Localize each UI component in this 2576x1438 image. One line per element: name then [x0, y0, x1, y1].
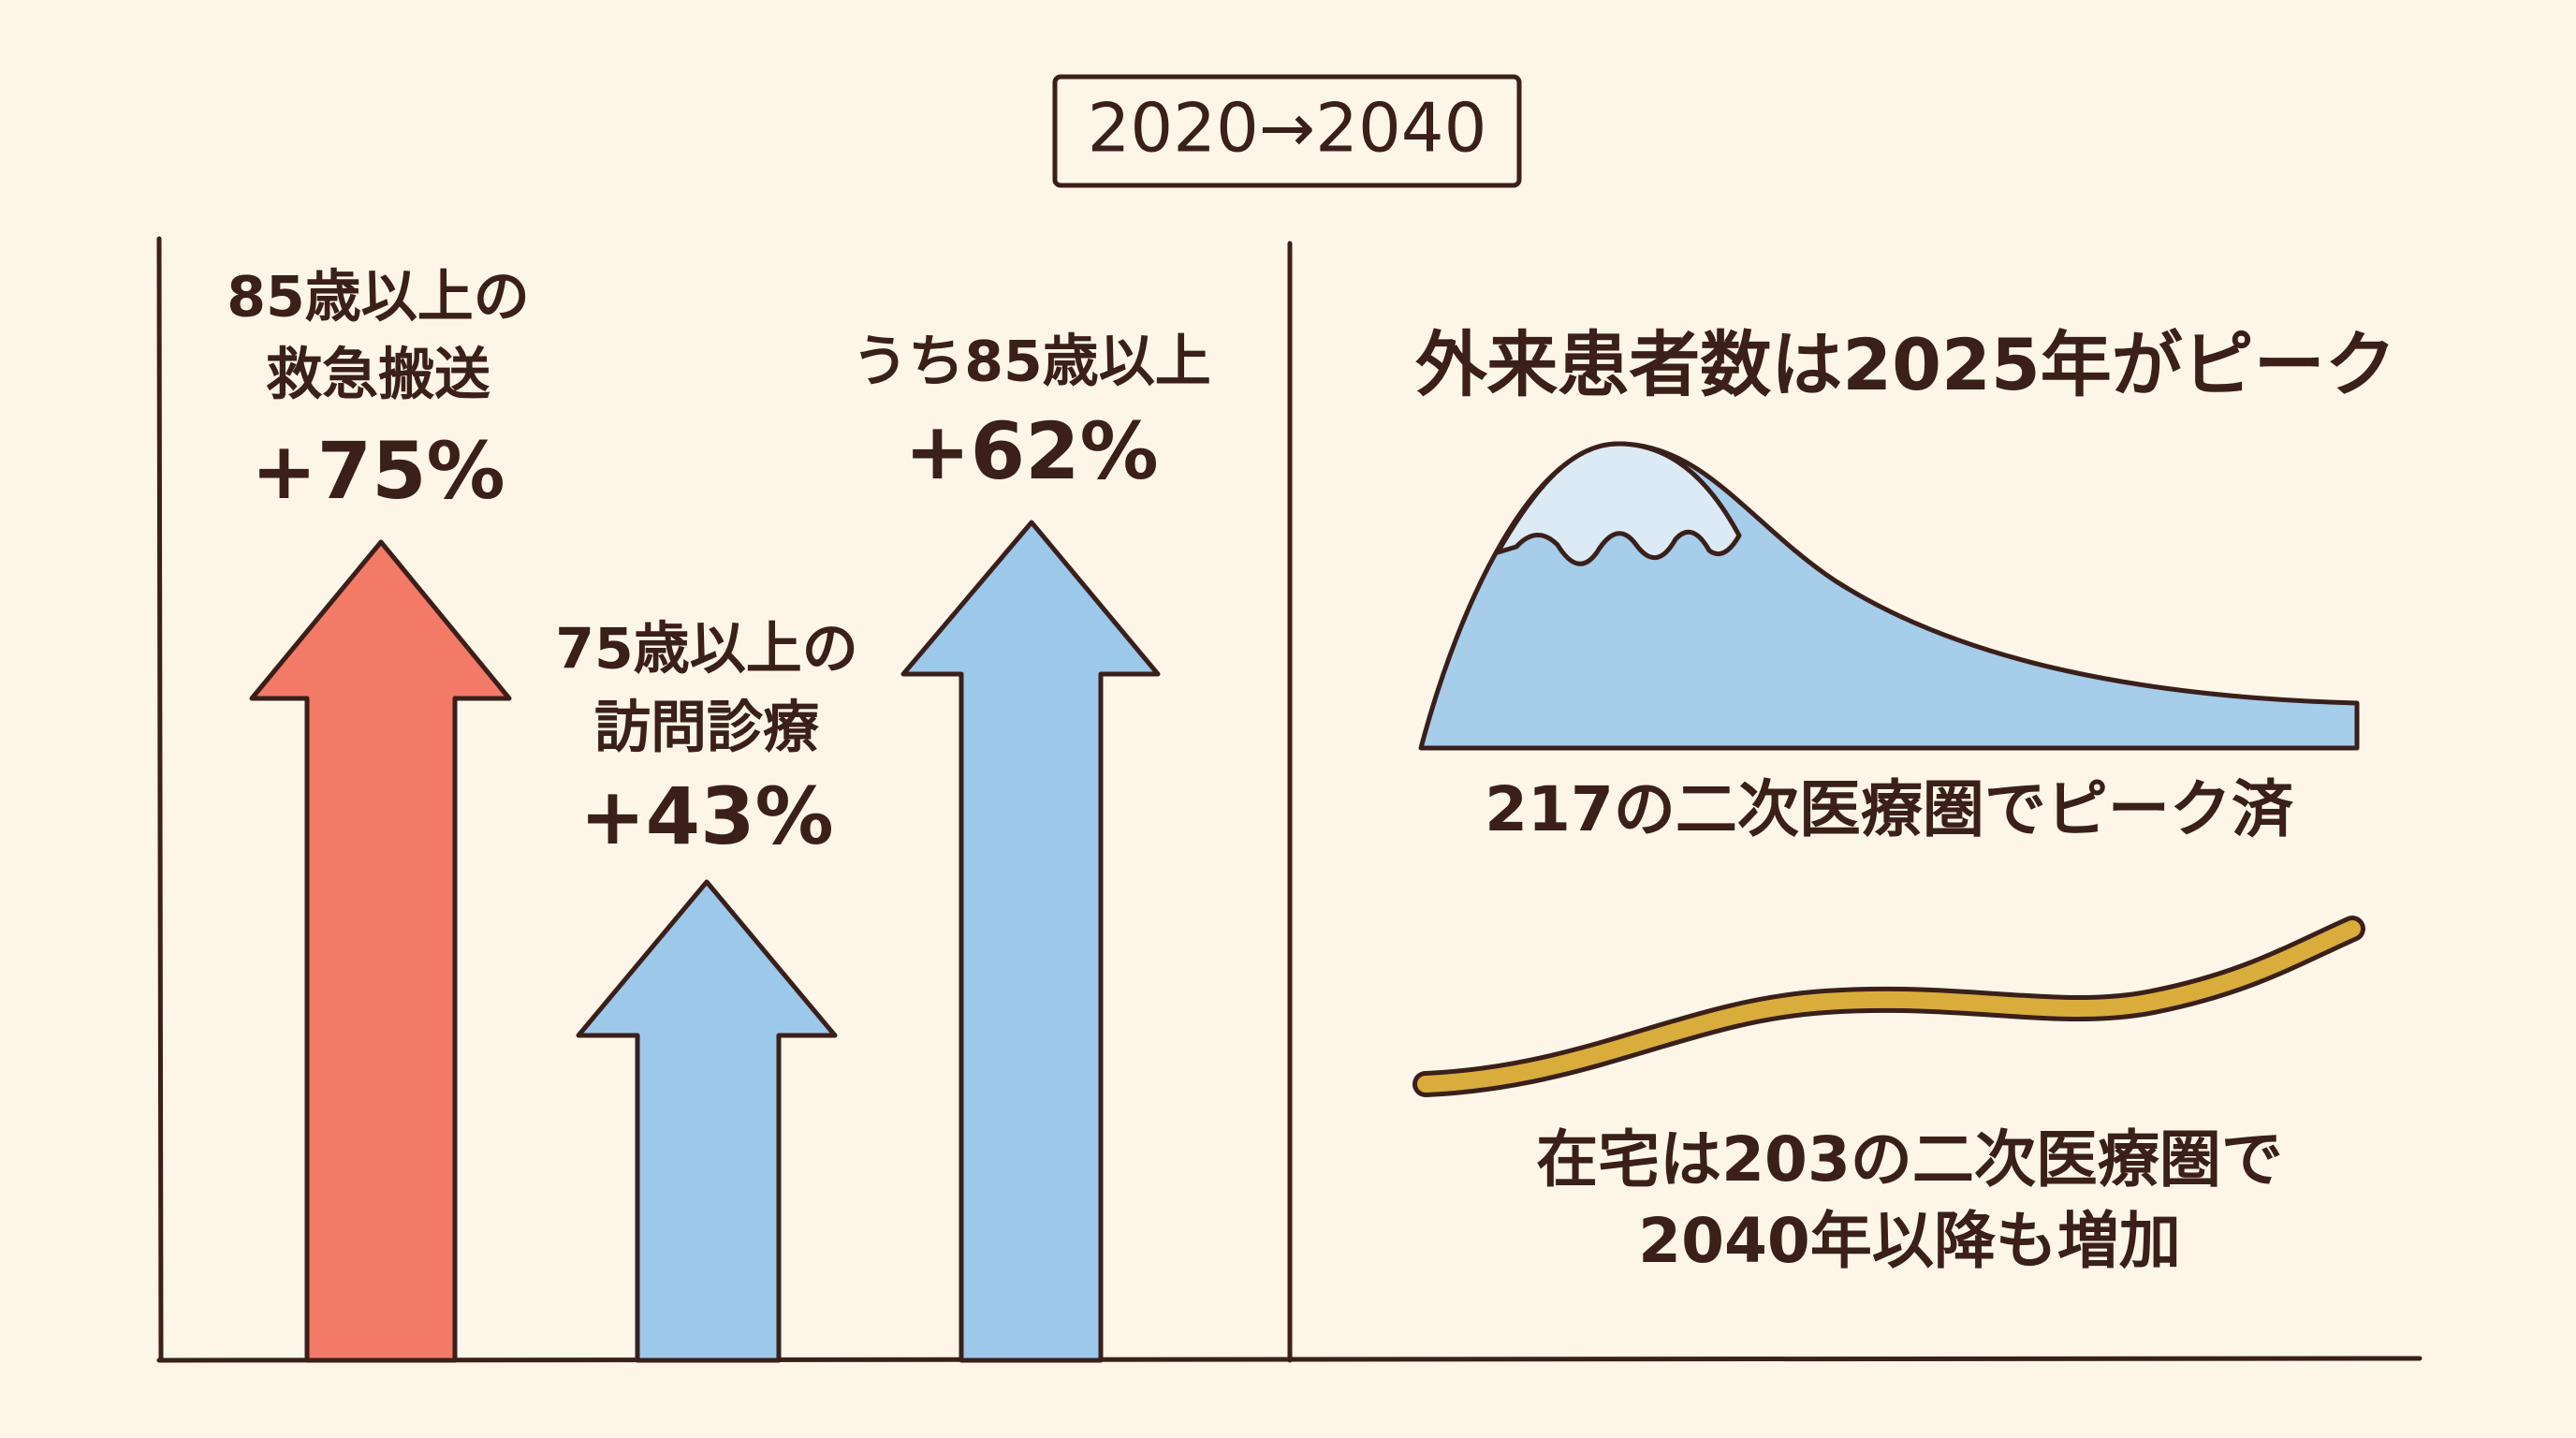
item-value: +43%	[579, 770, 833, 862]
growth-caption: 2040年以降も増加	[1638, 1205, 2181, 1277]
item-label: 救急搬送	[266, 343, 490, 408]
growth-line	[1417, 920, 2361, 1093]
right-title: 外来患者数は2025年がピーク	[1414, 323, 2396, 406]
baseline	[156, 1356, 2422, 1363]
item-value: +75%	[251, 425, 505, 517]
badge-text: 2020→2040	[1088, 89, 1487, 168]
item-value: +62%	[904, 405, 1158, 497]
item-label: うち85歳以上	[852, 330, 1211, 395]
left-axis	[156, 236, 164, 1363]
growth-caption: 在宅は203の二次医療圏で	[1536, 1123, 2283, 1196]
item-label: 訪問診療	[594, 696, 819, 761]
peak-caption: 217の二次医療圏でピーク済	[1485, 773, 2294, 845]
snow-cap	[1495, 441, 1742, 566]
arrow-home-visit	[576, 879, 838, 1363]
arrow-emergency	[249, 539, 512, 1363]
item-label: 75歳以上の	[555, 617, 858, 682]
arrow-85-plus	[900, 520, 1161, 1363]
item-label: 85歳以上の	[227, 265, 530, 330]
badge-frame	[1052, 74, 1522, 188]
